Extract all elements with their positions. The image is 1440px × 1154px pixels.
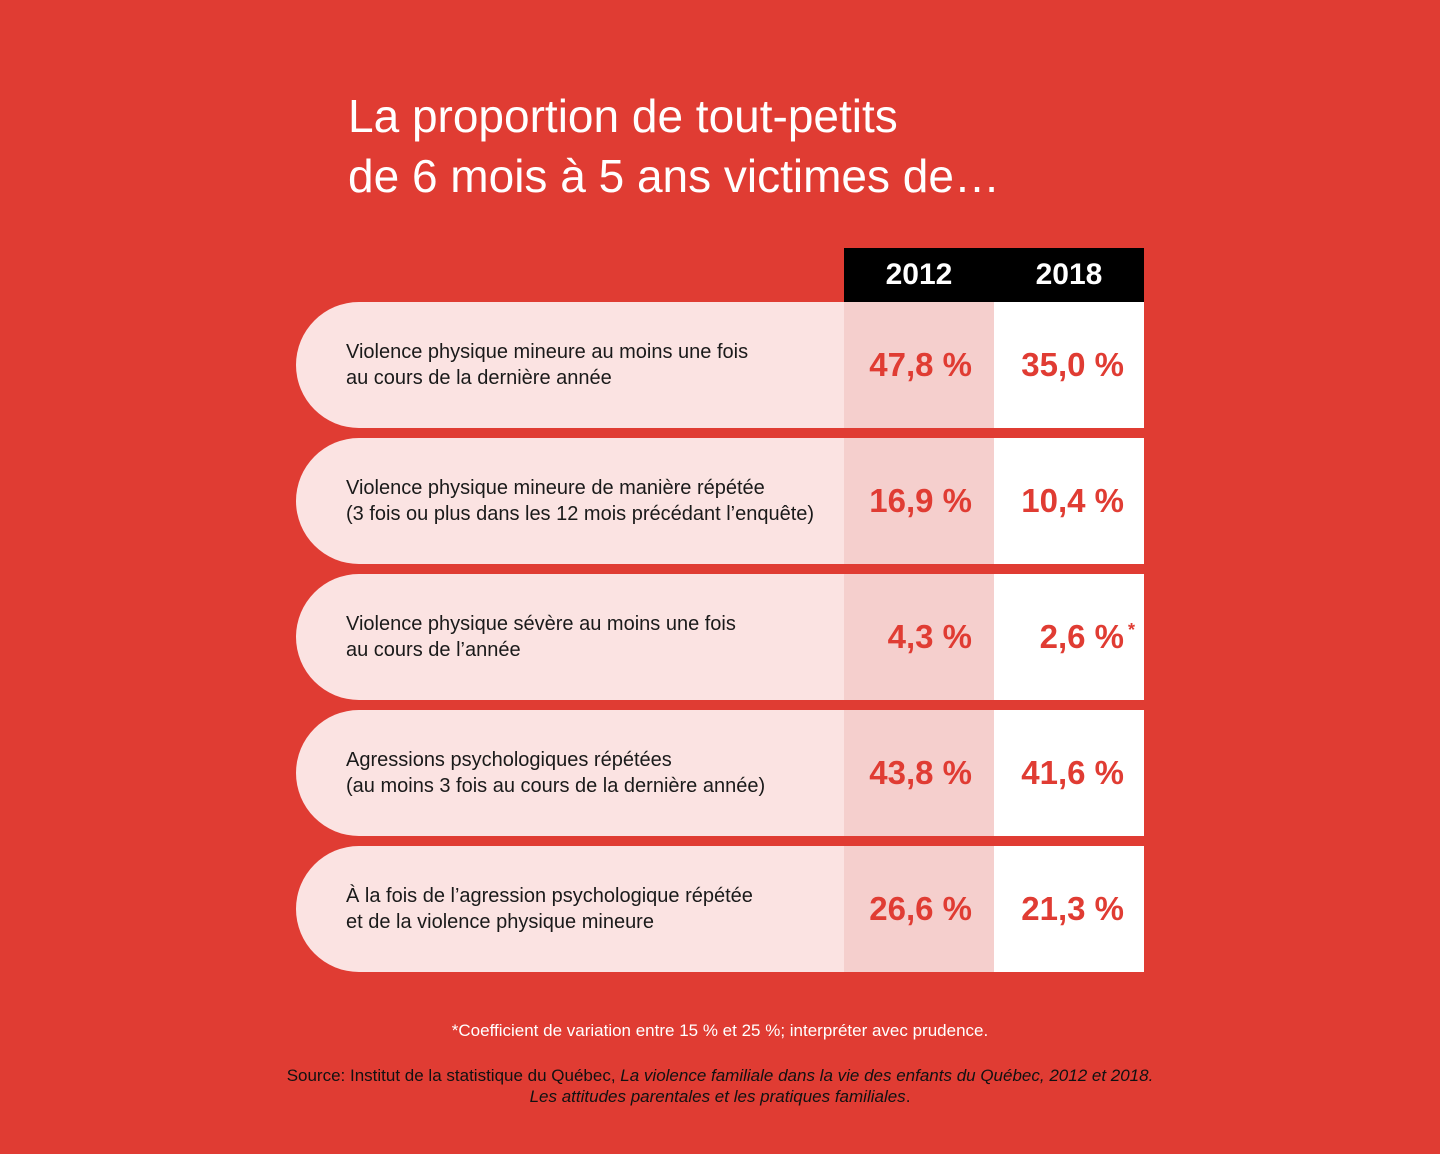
source-line2: Les attitudes parentales et les pratique… <box>0 1086 1440 1107</box>
row-label-line1: Agressions psychologiques répétées <box>346 749 672 771</box>
table-body: Violence physique mineure au moins une f… <box>296 302 1144 972</box>
row-label-line2: au cours de la dernière année <box>346 367 612 389</box>
value-2018: 2,6 % <box>1039 618 1124 655</box>
value-2012: 43,8 % <box>869 754 972 791</box>
column-header-2018: 2018 <box>1035 258 1103 291</box>
cell-2012: 4,3 % <box>844 574 994 700</box>
row-label-line2: au cours de l’année <box>346 639 521 661</box>
source-title-line1: La violence familiale dans la vie des en… <box>620 1066 1154 1085</box>
footnote-marker: * <box>1127 620 1135 640</box>
row-label-line1: À la fois de l’agression psychologique r… <box>346 885 753 907</box>
row-label-line2: (au moins 3 fois au cours de la dernière… <box>346 775 766 797</box>
cell-2012: 43,8 % <box>844 710 994 836</box>
source-end: . <box>905 1087 911 1106</box>
value-2012: 16,9 % <box>869 482 972 519</box>
row-label-cell: Agressions psychologiques répétées (au m… <box>296 710 844 836</box>
chart-title-line1: La proportion de tout-petits <box>348 90 898 142</box>
value-2018: 35,0 % <box>1021 346 1124 383</box>
row-label-cell: À la fois de l’agression psychologique r… <box>296 846 844 972</box>
cell-2018: 41,6 % <box>994 710 1144 836</box>
cell-2018: 2,6 % * <box>994 574 1144 700</box>
table-row: Violence physique sévère au moins une fo… <box>296 574 1144 700</box>
value-2018: 10,4 % <box>1021 482 1124 519</box>
value-2018: 41,6 % <box>1021 754 1124 791</box>
column-header-2012: 2012 <box>885 258 953 291</box>
table-row: Agressions psychologiques répétées (au m… <box>296 710 1144 836</box>
row-label: À la fois de l’agression psychologique r… <box>346 883 753 935</box>
table-header: 2012 2018 <box>844 248 1144 302</box>
row-label: Agressions psychologiques répétées (au m… <box>346 747 765 799</box>
row-label-line2: (3 fois ou plus dans les 12 mois précéda… <box>346 503 815 525</box>
cell-2012: 26,6 % <box>844 846 994 972</box>
row-label-line1: Violence physique mineure au moins une f… <box>346 341 749 363</box>
row-label-line1: Violence physique mineure de manière rép… <box>346 477 765 499</box>
cell-2018: 21,3 % <box>994 846 1144 972</box>
value-2012: 4,3 % <box>887 618 972 655</box>
source-title-line2: Les attitudes parentales et les pratique… <box>529 1087 906 1106</box>
cell-2018: 35,0 % <box>994 302 1144 428</box>
row-label: Violence physique sévère au moins une fo… <box>346 611 736 663</box>
table-row: Violence physique mineure au moins une f… <box>296 302 1144 428</box>
value-2012: 26,6 % <box>869 890 972 927</box>
row-label-cell: Violence physique mineure de manière rép… <box>296 438 844 564</box>
chart-title: La proportion de tout-petits de 6 mois à… <box>348 86 1248 206</box>
source-line1: Source: Institut de la statistique du Qu… <box>0 1065 1440 1086</box>
row-label: Violence physique mineure de manière rép… <box>346 475 814 527</box>
chart-title-line2: de 6 mois à 5 ans victimes de… <box>348 150 1000 202</box>
source-note: Source: Institut de la statistique du Qu… <box>0 1065 1440 1107</box>
row-label-cell: Violence physique mineure au moins une f… <box>296 302 844 428</box>
row-label: Violence physique mineure au moins une f… <box>346 339 748 391</box>
footnote: *Coefficient de variation entre 15 % et … <box>451 1021 989 1040</box>
value-2012: 47,8 % <box>869 346 972 383</box>
row-label-line1: Violence physique sévère au moins une fo… <box>346 613 736 635</box>
cell-2012: 16,9 % <box>844 438 994 564</box>
cell-2018: 10,4 % <box>994 438 1144 564</box>
value-2018: 21,3 % <box>1021 890 1124 927</box>
source-prefix: Source: Institut de la statistique du Qu… <box>286 1066 621 1085</box>
table-row: Violence physique mineure de manière rép… <box>296 438 1144 564</box>
row-label-cell: Violence physique sévère au moins une fo… <box>296 574 844 700</box>
row-label-line2: et de la violence physique mineure <box>346 911 654 933</box>
cell-2012: 47,8 % <box>844 302 994 428</box>
table-row: À la fois de l’agression psychologique r… <box>296 846 1144 972</box>
